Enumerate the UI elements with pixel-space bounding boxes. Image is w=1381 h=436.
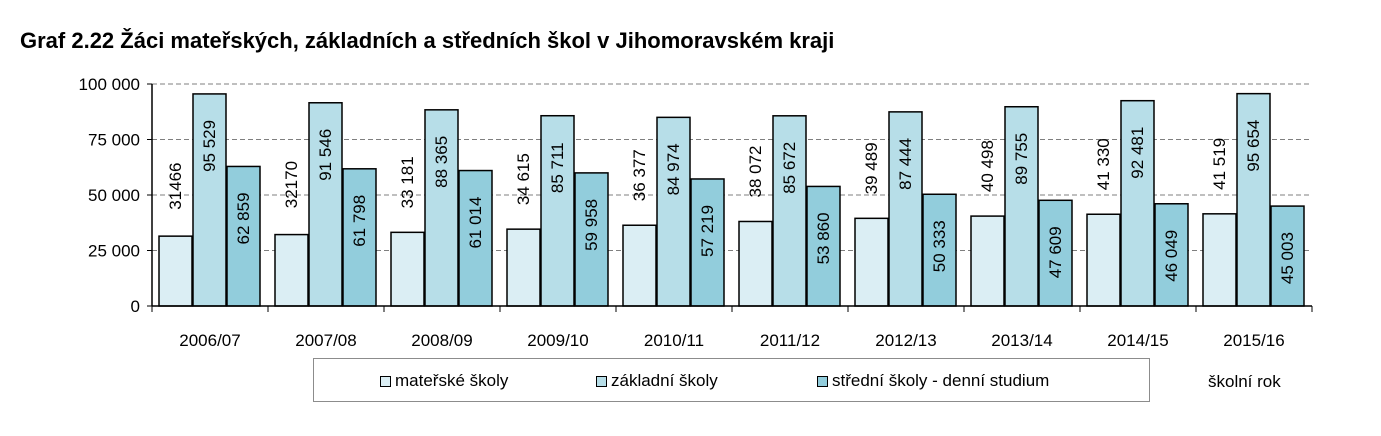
bar <box>192 93 227 307</box>
data-label: 39 489 <box>862 142 881 194</box>
data-label: 61 014 <box>466 197 485 249</box>
data-label: 38 072 <box>746 145 765 197</box>
legend-swatch-materske <box>380 375 391 387</box>
bar <box>854 217 889 307</box>
data-label: 33 181 <box>398 156 417 208</box>
x-tick-label: 2015/16 <box>1223 331 1284 350</box>
data-label: 31466 <box>166 163 185 210</box>
legend-label-zakladni: základní školy <box>611 371 718 390</box>
data-label: 85 672 <box>780 142 799 194</box>
data-label: 36 377 <box>630 149 649 201</box>
x-tick-label: 2012/13 <box>875 331 936 350</box>
y-tick-label: 25 000 <box>88 242 140 261</box>
legend-swatch-stredni <box>817 375 828 387</box>
data-label: 89 755 <box>1012 133 1031 185</box>
bar <box>806 185 841 307</box>
y-tick-label: 50 000 <box>88 186 140 205</box>
data-label: 40 498 <box>978 140 997 192</box>
x-tick-label: 2010/11 <box>644 331 704 350</box>
x-tick-label: 2008/09 <box>411 331 472 350</box>
bar <box>158 235 193 307</box>
data-label: 95 529 <box>200 120 219 172</box>
data-label: 34 615 <box>514 153 533 205</box>
x-tick-label: 2013/14 <box>991 331 1052 350</box>
bar <box>738 220 773 307</box>
data-label: 50 333 <box>930 220 949 272</box>
y-tick-label: 0 <box>131 297 140 316</box>
data-label: 41 519 <box>1210 138 1229 190</box>
x-tick-label: 2014/15 <box>1107 331 1168 350</box>
data-label: 53 860 <box>814 212 833 264</box>
bar <box>424 109 459 307</box>
legend-swatch-zakladni <box>596 375 607 387</box>
x-axis-title: školní rok <box>1208 372 1281 391</box>
data-label: 95 654 <box>1244 120 1263 172</box>
legend-item-stredni: střední školy - denní studium <box>817 371 1049 391</box>
bar <box>1202 213 1237 307</box>
bar <box>574 172 609 307</box>
legend-item-materske: mateřské školy <box>380 371 508 391</box>
chart-legend: mateřské školy základní školy střední šk… <box>313 358 1150 402</box>
x-tick-label: 2009/10 <box>527 331 588 350</box>
bar <box>274 233 309 307</box>
data-label: 88 365 <box>432 136 451 188</box>
data-label: 59 958 <box>582 199 601 251</box>
data-label: 32170 <box>282 161 301 208</box>
x-tick-label: 2006/07 <box>179 331 240 350</box>
legend-item-zakladni: základní školy <box>596 371 718 391</box>
data-label: 62 859 <box>234 192 253 244</box>
data-label: 47 609 <box>1046 226 1065 278</box>
data-label: 91 546 <box>316 129 335 181</box>
data-label: 57 219 <box>698 205 717 257</box>
bar <box>1120 99 1155 307</box>
bar <box>690 178 725 307</box>
x-tick-label: 2011/12 <box>760 331 820 350</box>
data-label: 92 481 <box>1128 127 1147 179</box>
bar <box>1004 105 1039 307</box>
chart-title: Graf 2.22 Žáci mateřských, základních a … <box>20 28 835 53</box>
bar <box>390 231 425 307</box>
bar <box>226 165 261 307</box>
data-label: 45 003 <box>1278 232 1297 284</box>
bar <box>458 169 493 307</box>
y-tick-label: 100 000 <box>79 75 140 94</box>
bar <box>888 111 923 307</box>
bar <box>1086 213 1121 307</box>
bar <box>622 224 657 307</box>
data-label: 87 444 <box>896 138 915 190</box>
bar <box>342 168 377 307</box>
data-label: 41 330 <box>1094 138 1113 190</box>
bar <box>656 116 691 307</box>
bar <box>540 114 575 307</box>
data-label: 85 711 <box>548 142 567 193</box>
bar <box>506 228 541 307</box>
legend-label-stredni: střední školy - denní studium <box>832 371 1050 390</box>
bar <box>772 115 807 307</box>
data-label: 46 049 <box>1162 230 1181 282</box>
y-tick-label: 75 000 <box>88 131 140 150</box>
data-label: 84 974 <box>664 143 683 195</box>
legend-label-materske: mateřské školy <box>395 371 509 390</box>
data-label: 61 798 <box>350 195 369 247</box>
bar <box>970 215 1005 307</box>
x-tick-label: 2007/08 <box>295 331 356 350</box>
